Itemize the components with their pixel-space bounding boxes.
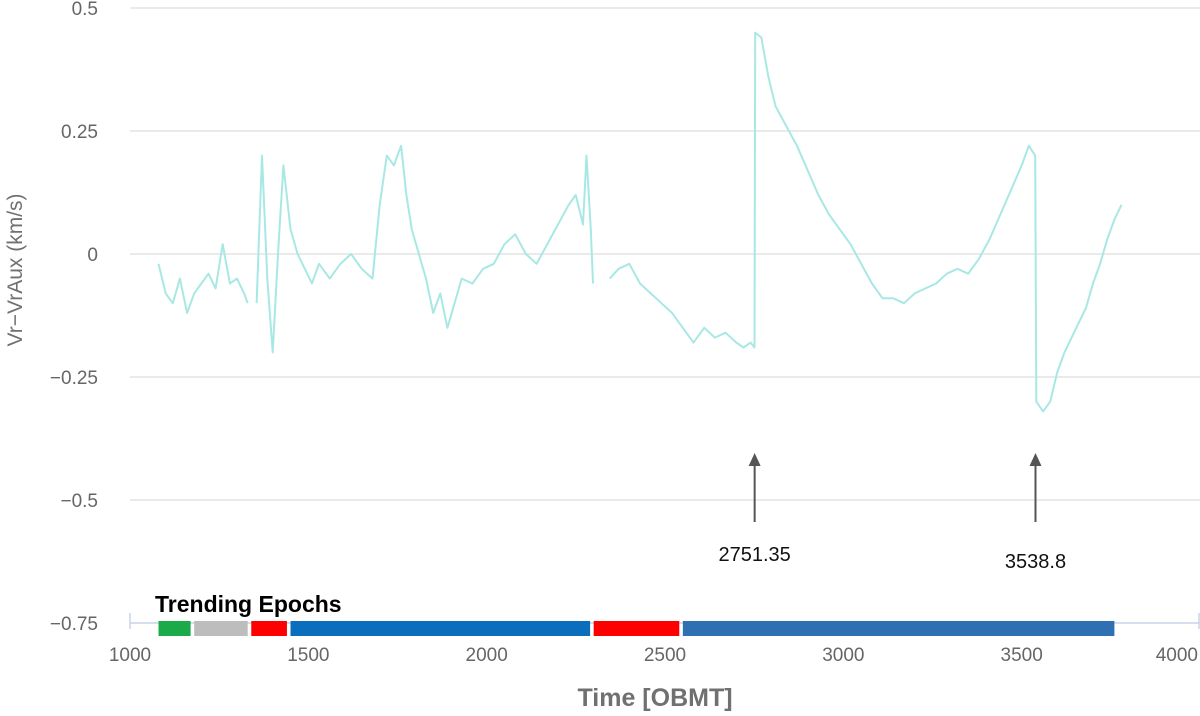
x-tick-label: 2000 [466,645,508,666]
y-tick-label: −0.25 [50,368,98,389]
annotation-label: 2751.35 [718,544,790,566]
y-axis-title: Vr−VrAux (km/s) [4,193,27,346]
annotation-layer: 2751.35 3538.8 [718,453,1066,573]
y-tick-label: 0.25 [61,122,98,143]
series-layer [157,31,1123,413]
annotation-arrowhead [1029,453,1042,466]
x-tick-label: 4000 [1156,645,1198,666]
y-tick-label: 0 [87,245,98,266]
y-tick-label: −0.5 [60,491,98,512]
x-tick-label: 1000 [109,645,151,666]
x-tick-label: 3500 [1001,645,1043,666]
annotation-label: 3538.8 [1005,551,1066,573]
epoch-band [682,621,1115,636]
x-axis-title: Time [OBMT] [577,684,732,712]
x-tick-label: 2500 [644,645,686,666]
grid-layer [130,7,1200,501]
epoch-layer [158,621,1115,636]
epoch-band [593,621,680,636]
epoch-band [251,621,287,636]
annotation-arrowhead [748,453,761,466]
epoch-band [194,621,248,636]
x-tick-label: 1500 [287,645,329,666]
y-tick-label: −0.75 [50,614,98,635]
series-line [157,243,249,314]
epoch-band [158,621,191,636]
series-line [255,144,594,354]
y-tick-label: 0.5 [72,0,98,20]
series-line [608,31,1123,413]
epochs-title: Trending Epochs [155,591,342,617]
x-tick-label: 3000 [822,645,864,666]
epoch-band [290,621,591,636]
